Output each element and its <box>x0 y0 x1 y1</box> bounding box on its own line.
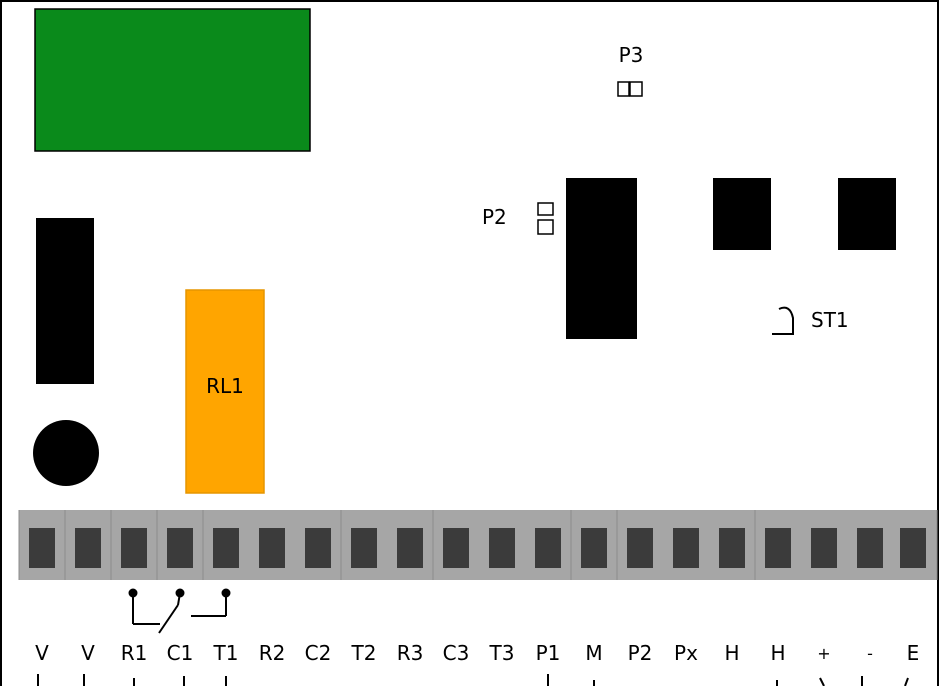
square-chip-2 <box>838 178 896 250</box>
terminal-slot <box>305 528 331 568</box>
terminal-slot <box>581 528 607 568</box>
terminal-label: T1 <box>213 641 239 665</box>
terminal-slot <box>351 528 377 568</box>
terminal-label: P2 <box>627 641 653 665</box>
terminal-slot <box>900 528 926 568</box>
terminal-slot <box>259 528 285 568</box>
relay-rl1-label: RL1 <box>206 374 244 398</box>
terminal-slot <box>397 528 423 568</box>
terminal-slot <box>719 528 745 568</box>
p2-label: P2 <box>482 205 507 229</box>
terminal-label: R2 <box>258 641 286 665</box>
terminal-label: R1 <box>120 641 148 665</box>
terminal-label: C1 <box>166 641 194 665</box>
terminal-label: V <box>35 641 49 665</box>
terminal-slot <box>857 528 883 568</box>
terminal-label: C3 <box>442 641 470 665</box>
terminal-label: C2 <box>304 641 332 665</box>
large-chip <box>566 178 637 339</box>
terminal-label: H <box>770 641 786 665</box>
terminal-slot <box>489 528 515 568</box>
left-black-component <box>36 218 94 384</box>
terminal-label: E <box>906 641 920 665</box>
terminal-slot <box>811 528 837 568</box>
p2-pad-2 <box>537 219 554 235</box>
terminal-label: R3 <box>396 641 424 665</box>
terminal-label: Px <box>674 641 698 665</box>
terminal-ticks <box>37 674 909 687</box>
st1-jumper <box>772 306 794 335</box>
terminal-label: H <box>724 641 740 665</box>
terminal-slot <box>443 528 469 568</box>
terminal-slot <box>213 528 239 568</box>
square-chip-1 <box>713 178 771 250</box>
terminal-slot <box>167 528 193 568</box>
terminal-tick <box>819 677 825 687</box>
black-circle-component <box>33 420 99 486</box>
terminal-label: P1 <box>535 641 561 665</box>
p3-label: P3 <box>618 43 644 67</box>
terminal-slot <box>121 528 147 568</box>
terminal-strip-dividers <box>18 510 938 580</box>
terminal-slot <box>535 528 561 568</box>
terminal-label: + <box>817 644 831 663</box>
terminal-label: M <box>585 641 603 665</box>
green-module <box>34 8 311 152</box>
relay-contact-wiring <box>128 588 231 634</box>
terminal-slot <box>75 528 101 568</box>
terminal-label: T3 <box>489 641 515 665</box>
terminal-slot <box>627 528 653 568</box>
p3-pad-2 <box>629 81 643 97</box>
relay-rl1 <box>185 289 265 494</box>
p3-pad-1 <box>617 81 630 97</box>
terminal-label: - <box>867 644 873 663</box>
st1-label: ST1 <box>811 308 849 332</box>
terminal-slot <box>673 528 699 568</box>
terminal-slot <box>765 528 791 568</box>
terminal-slot <box>29 528 55 568</box>
terminal-slots <box>29 528 926 568</box>
p2-pad-1 <box>537 202 554 216</box>
terminal-tick <box>904 677 909 687</box>
terminal-label: V <box>81 641 95 665</box>
terminal-label: T2 <box>351 641 377 665</box>
